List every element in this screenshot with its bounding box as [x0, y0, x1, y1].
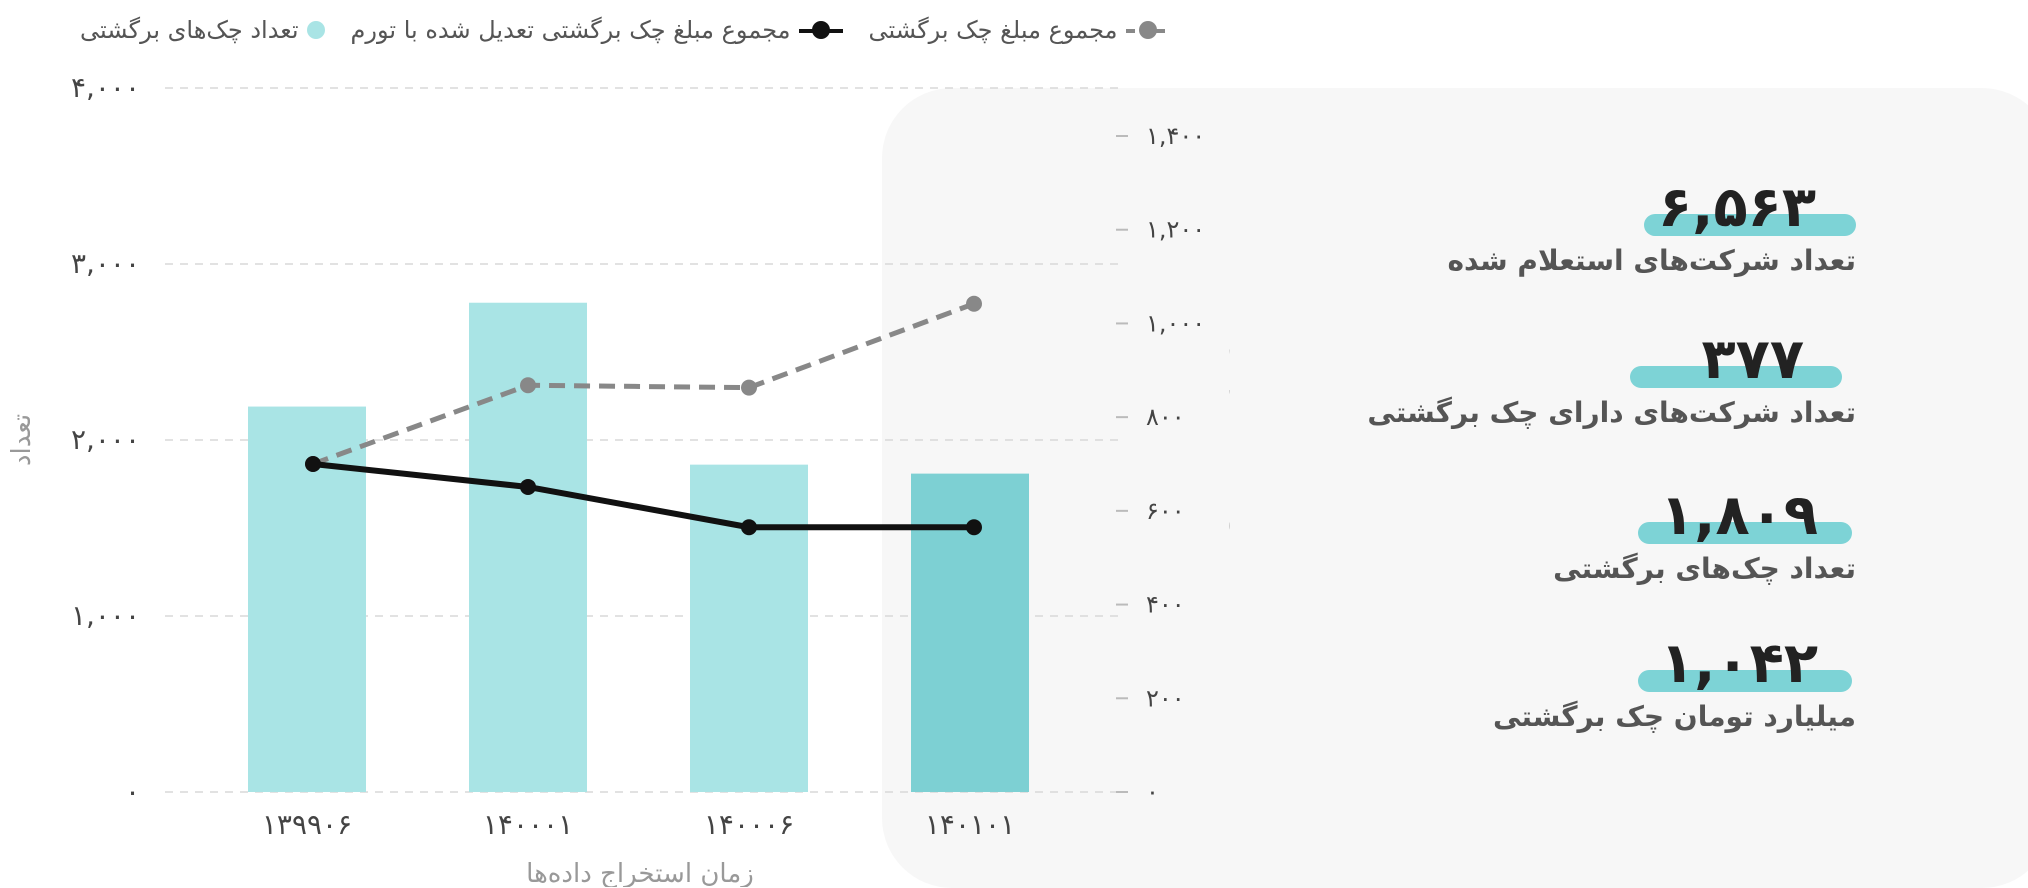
- legend-label-bounced-amount: مجموع مبلغ چک برگشتی: [868, 16, 1118, 44]
- bar: [248, 406, 366, 792]
- y-tick-right-label: ۱,۲۰۰: [1146, 216, 1205, 244]
- y-tick-left-label: ۴,۰۰۰: [71, 71, 140, 104]
- point-bounced-amount: [520, 377, 536, 394]
- legend-swatch-inflation-adjusted: [798, 21, 843, 39]
- y-axis-right-title: (مبلغ چک (میلیارد تومان: [1229, 310, 1230, 571]
- y-tick-right-label: ۴۰۰: [1146, 591, 1185, 619]
- y-tick-right-label: ۱,۴۰۰: [1146, 122, 1205, 150]
- legend-swatch-bounced-amount: [1125, 21, 1170, 39]
- x-tick-label: ۱۳۹۹۰۶: [262, 808, 352, 841]
- legend-item-bounced-count[interactable]: تعداد چک‌های برگشتی: [80, 16, 325, 44]
- y-tick-left-label: ۰: [125, 775, 140, 808]
- point-bounced-amount: [741, 379, 757, 396]
- bar: [690, 464, 808, 792]
- x-axis-title: زمان استخراج داده‌ها: [526, 859, 754, 887]
- point-inflation-adjusted: [741, 519, 757, 536]
- kpi-highlight-bar: [1644, 214, 1856, 236]
- kpi-bounced-amount: ۱,۰۴۲ میلیارد تومان چک برگشتی: [1492, 634, 1856, 734]
- kpi-label: میلیارد تومان چک برگشتی: [1492, 700, 1856, 733]
- kpi-highlight-bar: [1638, 522, 1852, 544]
- y-tick-right-label: ۶۰۰: [1146, 497, 1185, 525]
- series-line-bounced-amount: [312, 301, 975, 467]
- kpi-value: ۱,۰۴۲: [1660, 631, 1818, 696]
- bar-line-chart: ۰ ۱,۰۰۰ ۲,۰۰۰ ۳,۰۰۰ ۴,۰۰۰ ۰ ۲۰۰ ۴۰۰ ۶۰۰ ۸۰۰ ۱,۰۰۰ ۱…: [7, 71, 1230, 887]
- legend-label-inflation-adjusted: مجموع مبلغ چک برگشتی تعدیل شده با تورم: [350, 16, 791, 44]
- kpi-value: ۳۷۷: [1701, 327, 1804, 392]
- kpi-value-wrap: ۱,۸۰۹: [1553, 486, 1856, 546]
- legend-label-bounced-count: تعداد چک‌های برگشتی: [80, 16, 299, 44]
- kpi-bounced-count: ۱,۸۰۹ تعداد چک‌های برگشتی: [1553, 486, 1856, 586]
- point-inflation-adjusted: [305, 456, 321, 472]
- point-inflation-adjusted: [520, 478, 536, 495]
- kpi-value-wrap: ۳۷۷: [1367, 330, 1856, 390]
- point-bounced-amount: [966, 295, 982, 312]
- kpi-label: تعداد شرکت‌های استعلام شده: [1447, 244, 1856, 277]
- kpi-highlight-bar: [1630, 366, 1842, 388]
- x-tick-label: ۱۴۰۰۰۶: [704, 808, 794, 841]
- kpi-value-wrap: ۱,۰۴۲: [1493, 634, 1856, 694]
- y-tick-right-label: ۸۰۰: [1146, 403, 1185, 431]
- bar: [469, 302, 587, 792]
- kpi-label: تعداد چک‌های برگشتی: [1553, 552, 1856, 585]
- y-tick-left-label: ۲,۰۰۰: [71, 423, 140, 456]
- y-tick-right-label: ۱,۰۰۰: [1146, 309, 1205, 337]
- kpi-value-wrap: ۶,۵۶۳: [1447, 178, 1856, 238]
- kpi-companies-with-bounced: ۳۷۷ تعداد شرکت‌های دارای چک برگشتی: [1367, 330, 1856, 430]
- point-inflation-adjusted: [966, 519, 982, 536]
- y-axis-left-title: تعداد: [7, 414, 37, 466]
- y-tick-right-label: ۰: [1146, 778, 1159, 806]
- kpi-companies-inquired: ۶,۵۶۳ تعداد شرکت‌های استعلام شده: [1447, 178, 1856, 277]
- kpi-value: ۱,۸۰۹: [1660, 483, 1818, 548]
- kpi-highlight-bar: [1638, 670, 1852, 692]
- kpi-value: ۶,۵۶۳: [1658, 175, 1816, 240]
- legend-item-inflation-adjusted[interactable]: مجموع مبلغ چک برگشتی تعدیل شده با تورم: [351, 16, 843, 44]
- kpi-label: تعداد شرکت‌های دارای چک برگشتی: [1367, 396, 1856, 429]
- legend-item-bounced-amount[interactable]: مجموع مبلغ چک برگشتی: [869, 16, 1170, 44]
- legend-swatch-bounced-count: [306, 21, 325, 39]
- x-tick-label: ۱۴۰۱۰۱: [925, 808, 1015, 841]
- y-tick-left-label: ۱,۰۰۰: [71, 599, 140, 632]
- chart-legend: تعداد چک‌های برگشتی مجموع مبلغ چک برگشتی…: [80, 10, 1170, 50]
- y-tick-left-label: ۳,۰۰۰: [71, 247, 140, 280]
- x-tick-label: ۱۴۰۰۰۱: [483, 808, 573, 841]
- y-tick-right-label: ۲۰۰: [1146, 684, 1185, 712]
- series-line-inflation-adjusted: [312, 461, 974, 531]
